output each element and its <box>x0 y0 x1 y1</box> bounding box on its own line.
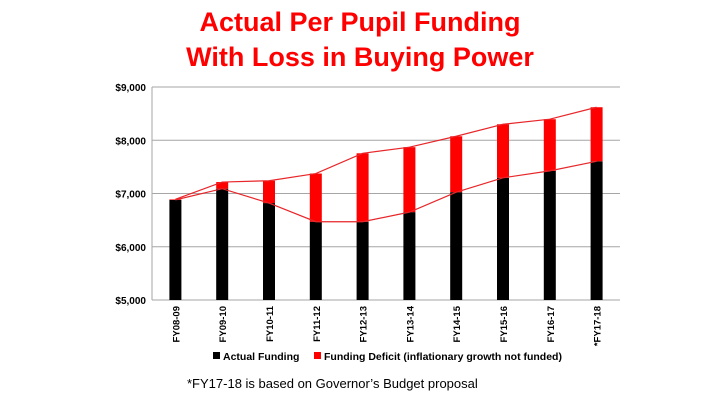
y-tick-label: $7,000 <box>115 190 146 201</box>
x-tick-label: FY13-14 <box>405 305 416 342</box>
bar-funding-deficit <box>590 107 603 162</box>
bar-funding-deficit <box>216 182 229 189</box>
chart-title-line-2: With Loss in Buying Power <box>186 42 534 72</box>
bar-funding-deficit <box>263 180 275 204</box>
y-tick-label: $5,000 <box>115 296 146 307</box>
inflation-adjusted-line <box>175 106 597 200</box>
bar-actual-funding <box>450 192 463 300</box>
bar-actual-funding <box>497 177 509 300</box>
legend-swatch-actual-funding <box>213 352 220 359</box>
x-tick-label: FY12-13 <box>359 306 370 342</box>
bar-funding-deficit <box>356 153 369 222</box>
bar-actual-funding <box>543 170 556 300</box>
x-tick-label: *FY17-18 <box>593 306 604 346</box>
bar-actual-funding <box>169 199 182 300</box>
x-tick-label: FY14-15 <box>452 305 463 342</box>
x-tick-label: FY10-11 <box>265 305 276 342</box>
bar-actual-funding <box>590 161 603 300</box>
bar-funding-deficit <box>309 173 322 222</box>
x-tick-label: FY15-16 <box>499 306 510 342</box>
x-tick-label: FY11-12 <box>312 306 323 342</box>
legend-label-funding-deficit: Funding Deficit (inflationary growth not… <box>324 351 562 363</box>
y-tick-label: $9,000 <box>115 83 146 94</box>
x-tick-label: FY16-17 <box>546 306 557 342</box>
bar-actual-funding <box>403 212 416 300</box>
footnote: *FY17-18 is based on Governor’s Budget p… <box>187 376 478 391</box>
y-tick-label: $8,000 <box>115 136 146 147</box>
bar-funding-deficit <box>497 124 509 178</box>
legend-swatch-funding-deficit <box>314 352 321 359</box>
bar-actual-funding <box>216 188 229 300</box>
actual-funding-line <box>175 160 597 223</box>
bar-actual-funding <box>309 221 322 300</box>
chart-title-line-1: Actual Per Pupil Funding <box>199 7 521 37</box>
x-tick-label: FY09-10 <box>218 306 229 342</box>
bar-funding-deficit <box>543 119 556 171</box>
x-tick-label: FY08-09 <box>171 306 182 342</box>
legend-label-actual-funding: Actual Funding <box>223 351 299 363</box>
y-tick-label: $6,000 <box>115 243 146 254</box>
bar-funding-deficit <box>450 136 463 193</box>
bar-actual-funding <box>263 203 275 300</box>
bar-actual-funding <box>356 221 369 300</box>
bar-funding-deficit <box>403 147 416 213</box>
